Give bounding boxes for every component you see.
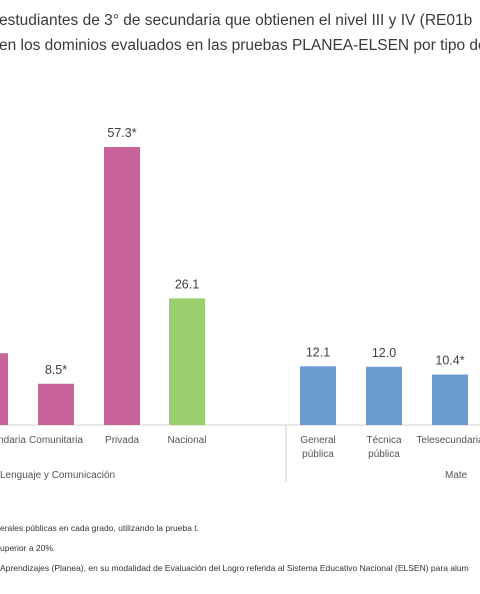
x-tick-label: General [300, 435, 336, 446]
group-label: Mate [445, 470, 468, 481]
value-label: 8.5* [45, 363, 67, 377]
chart-title: en los dominios evaluados en las pruebas… [0, 37, 480, 54]
value-label: 26.1 [175, 277, 199, 291]
bar [169, 298, 205, 425]
x-tick-label: Telesecundaria [416, 435, 480, 446]
value-label: 57.3* [107, 126, 136, 140]
bar [366, 366, 402, 425]
chart-title: estudiantes de 3° de secundaria que obti… [0, 12, 472, 29]
footnote: uperior a 20%. [0, 543, 55, 553]
bar [300, 366, 336, 425]
bar [104, 147, 140, 425]
x-tick-label: pública [302, 449, 334, 460]
footnote: Aprendizajes (Planea), en su modalidad d… [0, 563, 469, 573]
value-label: 12.0 [372, 346, 396, 360]
bar [0, 353, 8, 425]
x-tick-label: Técnica [366, 435, 401, 446]
x-tick-label: Privada [105, 435, 139, 446]
group-label: Lenguaje y Comunicación [0, 470, 115, 481]
x-tick-label: Nacional [168, 435, 207, 446]
bar [38, 383, 74, 425]
value-label: 10.4* [435, 354, 464, 368]
x-tick-label: pública [368, 449, 400, 460]
x-tick-label: ndaria [0, 435, 26, 446]
x-tick-label: Comunitaria [29, 435, 83, 446]
bar [432, 374, 468, 425]
value-label: 12.1 [306, 345, 330, 359]
footnote: erales públicas en cada grado, utilizand… [0, 523, 199, 533]
